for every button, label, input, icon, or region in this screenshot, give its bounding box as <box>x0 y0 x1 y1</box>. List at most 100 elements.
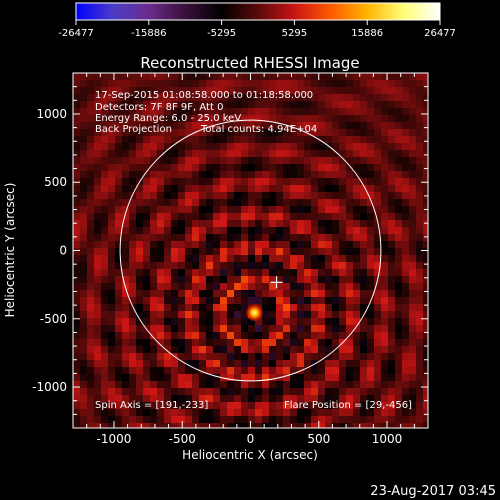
heatmap-cell <box>143 234 150 241</box>
heatmap-cell <box>73 318 80 325</box>
heatmap-cell <box>297 115 304 122</box>
heatmap-cell <box>311 101 318 108</box>
heatmap-cell <box>360 80 367 87</box>
heatmap-cell <box>171 388 178 395</box>
heatmap-cell <box>304 297 311 304</box>
heatmap-cell <box>94 290 101 297</box>
heatmap-cell <box>353 325 360 332</box>
heatmap-cell <box>136 80 143 87</box>
heatmap-cell <box>234 157 241 164</box>
heatmap-cell <box>108 360 115 367</box>
heatmap-cell <box>402 206 409 213</box>
heatmap-cell <box>150 150 157 157</box>
heatmap-cell <box>220 101 227 108</box>
heatmap-cell <box>192 164 199 171</box>
heatmap-cell <box>374 108 381 115</box>
heatmap-cell <box>73 388 80 395</box>
heatmap-cell <box>360 73 367 80</box>
heatmap-cell <box>374 150 381 157</box>
heatmap-cell <box>136 241 143 248</box>
heatmap-cell <box>402 136 409 143</box>
heatmap-cell <box>178 234 185 241</box>
heatmap-cell <box>353 80 360 87</box>
heatmap-cell <box>150 213 157 220</box>
heatmap-cell <box>360 108 367 115</box>
heatmap-cell <box>80 353 87 360</box>
heatmap-cell <box>402 80 409 87</box>
heatmap-cell <box>80 339 87 346</box>
colorbar-tick-label: -26477 <box>58 28 93 39</box>
heatmap-cell <box>227 360 234 367</box>
heatmap-cell <box>143 416 150 423</box>
heatmap-cell <box>136 206 143 213</box>
heatmap-cell <box>157 297 164 304</box>
heatmap-cell <box>304 108 311 115</box>
heatmap-cell <box>143 332 150 339</box>
heatmap-cell <box>73 248 80 255</box>
heatmap-cell <box>339 325 346 332</box>
heatmap-cell <box>248 115 255 122</box>
heatmap-cell <box>346 136 353 143</box>
heatmap-cell <box>318 199 325 206</box>
heatmap-cell <box>290 353 297 360</box>
heatmap-cell <box>346 395 353 402</box>
heatmap-cell <box>178 388 185 395</box>
heatmap-cell <box>150 290 157 297</box>
heatmap-cell <box>402 164 409 171</box>
x-tick-label: -500 <box>169 432 196 446</box>
heatmap-cell <box>409 136 416 143</box>
heatmap-cell <box>171 297 178 304</box>
heatmap-cell <box>325 318 332 325</box>
heatmap-cell <box>101 297 108 304</box>
heatmap-cell <box>276 248 283 255</box>
heatmap-cell <box>101 360 108 367</box>
heatmap-cell <box>374 227 381 234</box>
heatmap-cell <box>206 297 213 304</box>
heatmap-cell <box>164 94 171 101</box>
heatmap-cell <box>199 171 206 178</box>
heatmap-cell <box>332 227 339 234</box>
heatmap-cell <box>150 178 157 185</box>
heatmap-cell <box>409 227 416 234</box>
heatmap-cell <box>325 241 332 248</box>
heatmap-cell <box>108 269 115 276</box>
heatmap-cell <box>143 192 150 199</box>
heatmap-cell <box>220 115 227 122</box>
heatmap-cell <box>206 192 213 199</box>
heatmap-cell <box>171 80 178 87</box>
heatmap-cell <box>171 262 178 269</box>
heatmap-cell <box>192 185 199 192</box>
heatmap-cell <box>346 248 353 255</box>
heatmap-cell <box>409 143 416 150</box>
heatmap-cell <box>346 164 353 171</box>
heatmap-cell <box>367 283 374 290</box>
heatmap-cell <box>290 339 297 346</box>
heatmap-cell <box>199 395 206 402</box>
heatmap-cell <box>192 325 199 332</box>
heatmap-cell <box>220 80 227 87</box>
heatmap-cell <box>150 332 157 339</box>
heatmap-cell <box>367 122 374 129</box>
heatmap-cell <box>157 283 164 290</box>
heatmap-cell <box>311 381 318 388</box>
heatmap-cell <box>248 136 255 143</box>
heatmap-cell <box>388 416 395 423</box>
heatmap-cell <box>388 297 395 304</box>
heatmap-cell <box>164 283 171 290</box>
heatmap-cell <box>129 115 136 122</box>
heatmap-cell <box>276 171 283 178</box>
heatmap-cell <box>220 199 227 206</box>
heatmap-cell <box>241 311 248 318</box>
heatmap-cell <box>255 80 262 87</box>
heatmap-cell <box>108 220 115 227</box>
heatmap-cell <box>115 178 122 185</box>
heatmap-cell <box>136 416 143 423</box>
heatmap-cell <box>409 409 416 416</box>
heatmap-cell <box>290 311 297 318</box>
heatmap-cell <box>325 395 332 402</box>
heatmap-cell <box>304 416 311 423</box>
heatmap-cell <box>409 178 416 185</box>
heatmap-cell <box>199 325 206 332</box>
heatmap-cell <box>234 87 241 94</box>
heatmap-cell <box>374 185 381 192</box>
